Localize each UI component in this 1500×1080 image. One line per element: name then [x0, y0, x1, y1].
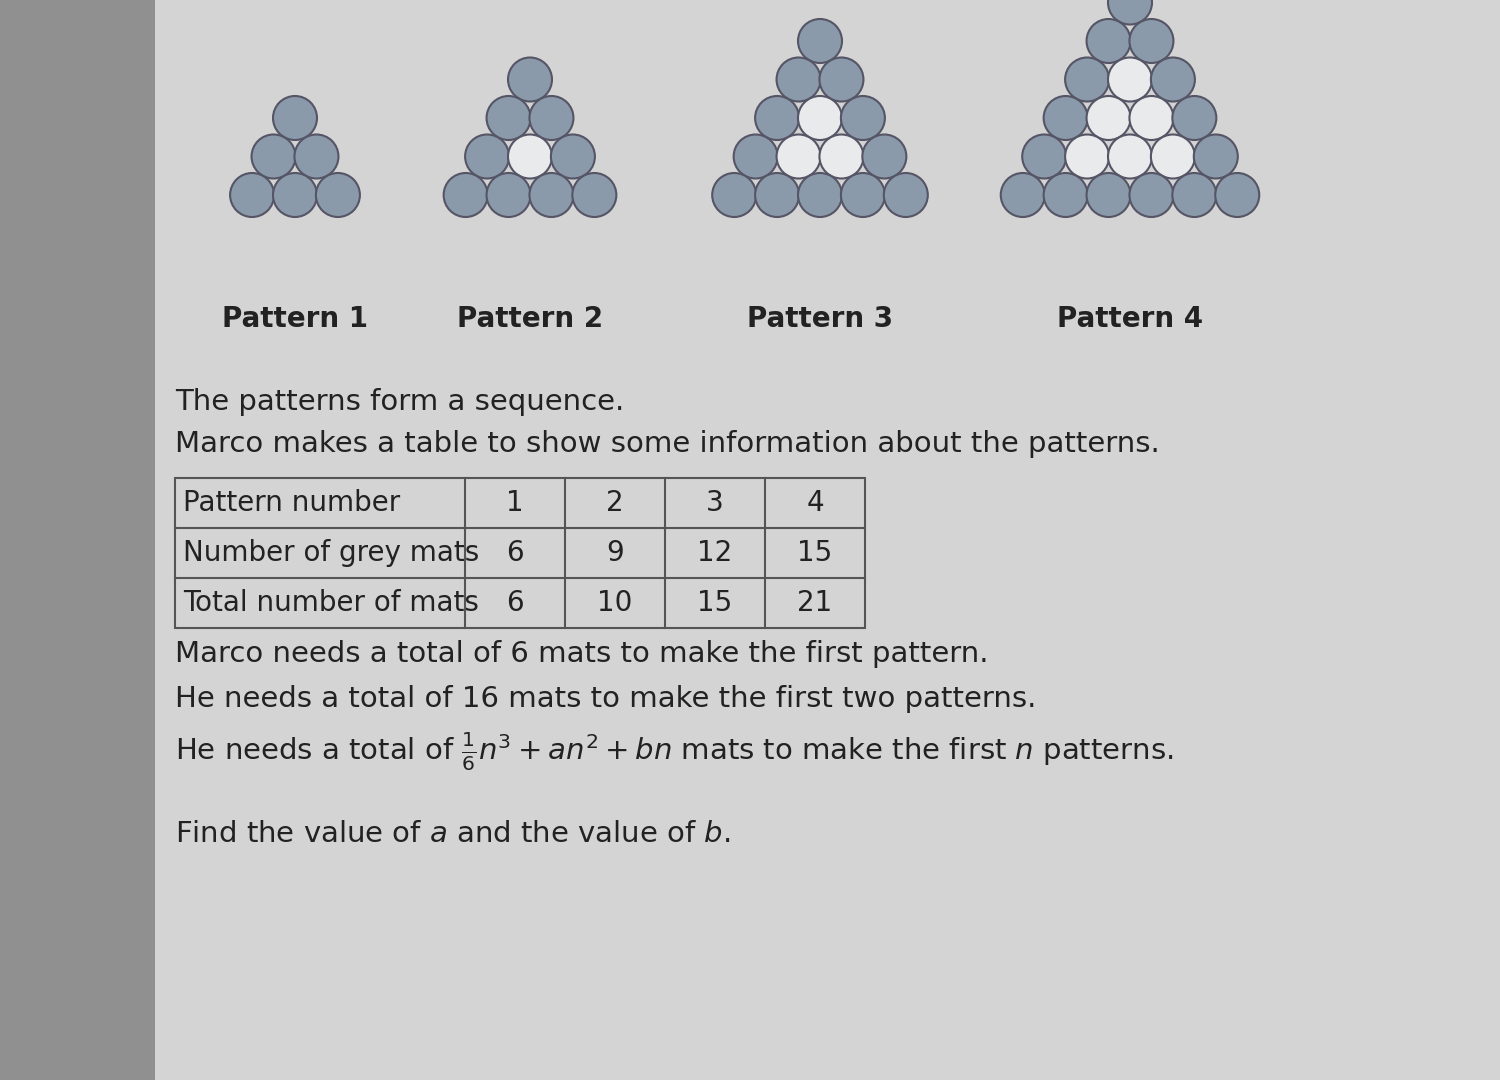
Circle shape [509, 135, 552, 178]
Circle shape [486, 173, 531, 217]
Bar [0, 0, 154, 1080]
Circle shape [754, 173, 800, 217]
Circle shape [444, 173, 488, 217]
Circle shape [819, 135, 864, 178]
Circle shape [777, 57, 820, 102]
Circle shape [798, 96, 842, 140]
Circle shape [862, 135, 906, 178]
Circle shape [1065, 135, 1108, 178]
Circle shape [1022, 135, 1066, 178]
Text: 15: 15 [698, 589, 732, 617]
Text: Number of grey mats: Number of grey mats [183, 539, 480, 567]
Text: Find the value of $a$ and the value of $b$.: Find the value of $a$ and the value of $… [176, 820, 730, 848]
Circle shape [777, 135, 820, 178]
Text: 10: 10 [597, 589, 633, 617]
Text: 15: 15 [798, 539, 832, 567]
Text: Total number of mats: Total number of mats [183, 589, 478, 617]
Text: 4: 4 [806, 489, 824, 517]
Text: Pattern 1: Pattern 1 [222, 305, 368, 333]
Circle shape [1086, 19, 1131, 63]
Circle shape [509, 57, 552, 102]
Text: Marco needs a total of 6 mats to make the first pattern.: Marco needs a total of 6 mats to make th… [176, 640, 988, 669]
Circle shape [1065, 57, 1108, 102]
Text: 21: 21 [798, 589, 832, 617]
Text: Pattern 3: Pattern 3 [747, 305, 892, 333]
Text: Pattern 2: Pattern 2 [458, 305, 603, 333]
Text: Pattern 4: Pattern 4 [1058, 305, 1203, 333]
Circle shape [842, 96, 885, 140]
Circle shape [1130, 96, 1173, 140]
Circle shape [1086, 96, 1131, 140]
Circle shape [1150, 57, 1196, 102]
Circle shape [754, 96, 800, 140]
Text: He needs a total of $\frac{1}{6}n^3 + an^2 + bn$ mats to make the first $n$ patt: He needs a total of $\frac{1}{6}n^3 + an… [176, 730, 1173, 772]
Circle shape [573, 173, 616, 217]
Text: 3: 3 [706, 489, 724, 517]
Circle shape [550, 135, 596, 178]
Text: 6: 6 [506, 589, 524, 617]
Circle shape [798, 19, 842, 63]
Circle shape [1194, 135, 1237, 178]
Circle shape [1173, 173, 1216, 217]
Circle shape [273, 96, 316, 140]
Circle shape [1086, 173, 1131, 217]
Text: Pattern number: Pattern number [183, 489, 400, 517]
Circle shape [230, 173, 274, 217]
Circle shape [1215, 173, 1260, 217]
Text: Marco makes a table to show some information about the patterns.: Marco makes a table to show some informa… [176, 430, 1160, 458]
Circle shape [486, 96, 531, 140]
Bar [154, 0, 1500, 1080]
Text: 2: 2 [606, 489, 624, 517]
Circle shape [1000, 173, 1044, 217]
Circle shape [1108, 135, 1152, 178]
Circle shape [734, 135, 777, 178]
Circle shape [1044, 96, 1088, 140]
Text: 6: 6 [506, 539, 524, 567]
Circle shape [294, 135, 339, 178]
Text: 12: 12 [698, 539, 732, 567]
Circle shape [273, 173, 316, 217]
Circle shape [1108, 0, 1152, 25]
Circle shape [1108, 57, 1152, 102]
Circle shape [1173, 96, 1216, 140]
Text: He needs a total of 16 mats to make the first two patterns.: He needs a total of 16 mats to make the … [176, 685, 1036, 713]
Circle shape [1130, 19, 1173, 63]
Text: 9: 9 [606, 539, 624, 567]
Circle shape [1150, 135, 1196, 178]
Circle shape [1044, 173, 1088, 217]
Text: The patterns form a sequence.: The patterns form a sequence. [176, 388, 624, 416]
Circle shape [530, 173, 573, 217]
Circle shape [252, 135, 296, 178]
Circle shape [530, 96, 573, 140]
Text: 1: 1 [506, 489, 524, 517]
Circle shape [712, 173, 756, 217]
Circle shape [798, 173, 842, 217]
Circle shape [1130, 173, 1173, 217]
Circle shape [884, 173, 928, 217]
Circle shape [819, 57, 864, 102]
Circle shape [842, 173, 885, 217]
Circle shape [316, 173, 360, 217]
Circle shape [465, 135, 509, 178]
Bar [176, 478, 866, 627]
